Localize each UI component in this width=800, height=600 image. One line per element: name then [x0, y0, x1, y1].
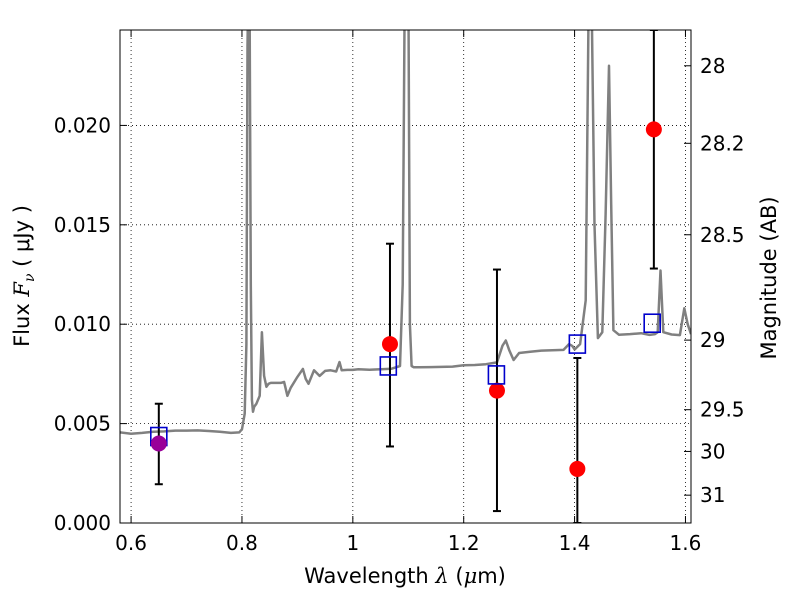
spectrum-layer — [120, 30, 691, 435]
y2-tick-label: 28 — [700, 54, 725, 78]
model-point — [379, 356, 398, 376]
model-point — [643, 313, 661, 334]
ticks-layer: 0.6 0.8 1 1.2 1.4 1.6 0.000 0.005 0.010 0.015 0.02… — [54, 30, 745, 555]
y2-tick-label: 28.2 — [700, 131, 745, 155]
x-tick-label: 1.2 — [448, 531, 480, 555]
model-point — [568, 334, 587, 354]
x-tick-label: 1.6 — [670, 531, 702, 555]
y-tick-label: 0.000 — [54, 511, 111, 535]
observed-point — [645, 121, 662, 138]
y2-tick-label: 30 — [700, 439, 725, 463]
x-tick-label: 1.4 — [559, 531, 591, 555]
y2-tick-label: 29.5 — [700, 398, 745, 422]
model-point — [487, 365, 506, 385]
plot-frame — [119, 29, 692, 524]
observed-point — [569, 460, 586, 477]
blended-point — [150, 435, 167, 452]
plot-background — [120, 30, 691, 523]
y-tick-label: 0.020 — [54, 113, 111, 137]
y-tick-label: 0.005 — [54, 412, 111, 436]
y-tick-label: 0.010 — [54, 312, 111, 336]
y2-axis-label: Magnitude (AB) — [757, 196, 781, 359]
x-tick-label: 0.6 — [115, 531, 147, 555]
y-axis-label: Flux Fν ( μJy ) — [10, 205, 38, 347]
x-tick-label: 1 — [346, 531, 359, 555]
observed-point — [381, 336, 398, 353]
x-axis-label: Wavelength λ (μm) — [304, 564, 506, 588]
observed-point — [488, 382, 505, 399]
y2-tick-label: 31 — [700, 483, 725, 507]
y2-tick-label: 29 — [700, 328, 725, 352]
y-tick-label: 0.015 — [54, 213, 111, 237]
x-tick-label: 0.8 — [226, 531, 258, 555]
spectrum-line — [120, 30, 691, 435]
marker-layer — [150, 121, 662, 477]
y2-tick-label: 28.5 — [700, 223, 745, 247]
